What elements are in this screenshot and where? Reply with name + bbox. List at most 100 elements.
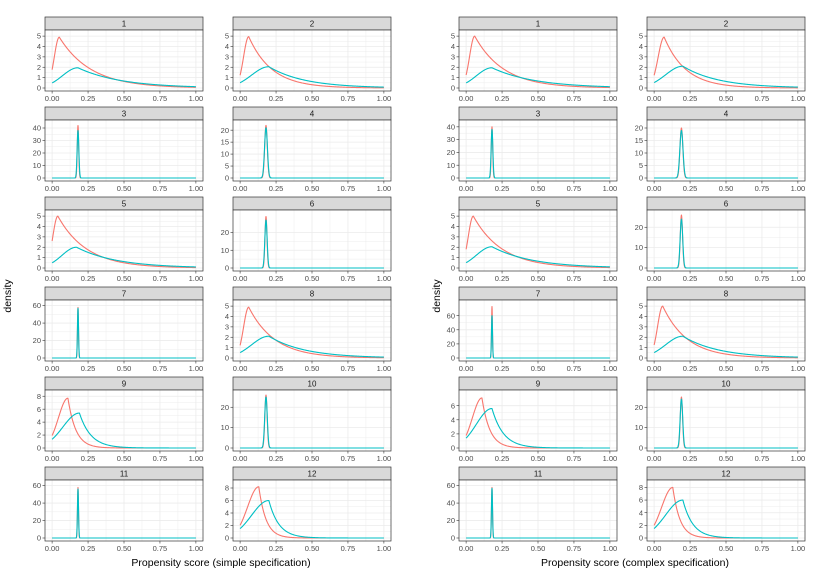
y-tick-label: 15 xyxy=(635,136,643,145)
y-tick-label: 0 xyxy=(225,174,229,183)
density-line-red xyxy=(239,306,384,359)
x-tick-label: 0.50 xyxy=(117,454,132,463)
x-tick-label: 0.25 xyxy=(81,184,96,193)
x-tick-label: 1.00 xyxy=(791,184,806,193)
x-tick-label: 0.25 xyxy=(683,454,698,463)
y-tick-label: 8 xyxy=(37,392,41,401)
x-axis-title-complex: Propensity score (complex specification) xyxy=(541,557,729,569)
y-tick-label: 60 xyxy=(447,481,455,490)
x-tick-label: 0.00 xyxy=(233,274,248,283)
y-tick-label: 2 xyxy=(225,333,229,342)
x-tick-label: 0.00 xyxy=(459,274,474,283)
y-tick-label: 0 xyxy=(37,84,41,93)
x-tick-label: 0.75 xyxy=(153,364,168,373)
y-tick-label: 0 xyxy=(225,444,229,453)
density-line-teal xyxy=(239,219,385,269)
x-tick-label: 0.75 xyxy=(153,454,168,463)
x-tick-label: 1.00 xyxy=(189,274,204,283)
y-tick-label: 0 xyxy=(639,534,643,543)
x-tick-label: 0.25 xyxy=(495,94,510,103)
x-tick-label: 1.00 xyxy=(603,184,618,193)
x-tick-label: 0.75 xyxy=(567,454,582,463)
density-line-teal xyxy=(51,67,196,88)
x-tick-label: 1.00 xyxy=(189,364,204,373)
y-tick-label: 6 xyxy=(225,496,229,505)
y-tick-label: 20 xyxy=(221,126,229,135)
y-tick-label: 4 xyxy=(639,42,643,51)
y-tick-label: 2 xyxy=(37,243,41,252)
y-tick-label: 0 xyxy=(451,264,455,273)
x-tick-label: 0.00 xyxy=(45,184,60,193)
facet-panel-10: 10 0 10 20 0.00 0.25 0.50 0.75 1.00 xyxy=(635,376,806,463)
density-line-teal xyxy=(239,499,384,539)
density-line-teal xyxy=(465,487,611,539)
x-tick-label: 1.00 xyxy=(377,184,392,193)
density-line-teal xyxy=(51,246,196,268)
y-tick-label: 10 xyxy=(635,423,643,432)
y-tick-label: 1 xyxy=(451,73,455,82)
x-tick-label: 0.00 xyxy=(647,544,662,553)
x-tick-label: 0.25 xyxy=(683,364,698,373)
x-tick-label: 0.25 xyxy=(495,454,510,463)
x-tick-label: 0.00 xyxy=(45,544,60,553)
y-tick-label: 0 xyxy=(451,534,455,543)
x-tick-label: 0.00 xyxy=(459,454,474,463)
y-tick-label: 5 xyxy=(225,32,229,41)
y-tick-label: 0 xyxy=(37,264,41,273)
x-tick-label: 0.25 xyxy=(495,184,510,193)
x-tick-label: 0.25 xyxy=(269,184,284,193)
y-tick-label: 5 xyxy=(37,32,41,41)
y-tick-label: 2 xyxy=(451,243,455,252)
x-tick-label: 1.00 xyxy=(603,94,618,103)
x-tick-label: 0.75 xyxy=(341,364,356,373)
facet-strip-label: 7 xyxy=(122,290,127,299)
y-tick-label: 6 xyxy=(37,405,41,414)
x-tick-label: 0.00 xyxy=(647,364,662,373)
x-tick-label: 1.00 xyxy=(791,454,806,463)
y-tick-label: 20 xyxy=(447,148,455,157)
x-tick-label: 0.50 xyxy=(531,364,546,373)
density-line-teal xyxy=(239,396,385,449)
facet-strip-label: 1 xyxy=(536,20,541,29)
x-tick-label: 0.25 xyxy=(683,274,698,283)
x-tick-label: 0.75 xyxy=(341,94,356,103)
y-tick-label: 3 xyxy=(225,322,229,331)
x-tick-label: 0.25 xyxy=(683,184,698,193)
y-tick-label: 1 xyxy=(37,253,41,262)
x-tick-label: 0.50 xyxy=(719,184,734,193)
x-tick-label: 0.25 xyxy=(81,274,96,283)
density-line-red xyxy=(653,305,798,359)
y-tick-label: 60 xyxy=(33,481,41,490)
x-tick-label: 0.75 xyxy=(567,94,582,103)
x-tick-label: 0.00 xyxy=(647,454,662,463)
density-line-teal xyxy=(51,488,197,539)
x-tick-label: 0.75 xyxy=(755,94,770,103)
y-tick-label: 2 xyxy=(225,63,229,72)
y-tick-label: 40 xyxy=(33,499,41,508)
y-tick-label: 60 xyxy=(33,301,41,310)
y-tick-label: 2 xyxy=(451,63,455,72)
x-tick-label: 0.25 xyxy=(495,544,510,553)
y-tick-label: 3 xyxy=(37,232,41,241)
facet-panel-7: 7 0 20 40 60 0.00 0.25 0.50 0.75 1.00 xyxy=(33,286,204,373)
density-line-teal xyxy=(653,218,799,269)
density-line-red xyxy=(239,36,384,89)
y-tick-label: 3 xyxy=(639,322,643,331)
y-tick-label: 5 xyxy=(639,302,643,311)
y-tick-label: 2 xyxy=(639,521,643,530)
y-tick-label: 20 xyxy=(447,339,455,348)
x-tick-label: 1.00 xyxy=(603,274,618,283)
x-tick-label: 0.00 xyxy=(45,364,60,373)
x-tick-label: 0.75 xyxy=(755,364,770,373)
y-tick-label: 20 xyxy=(635,403,643,412)
facet-panel-11: 11 0 20 40 60 0.00 0.25 0.50 0.75 1.00 xyxy=(33,466,204,553)
y-tick-label: 8 xyxy=(639,483,643,492)
y-tick-label: 4 xyxy=(639,312,643,321)
x-tick-label: 1.00 xyxy=(603,454,618,463)
facet-strip-label: 6 xyxy=(310,200,315,209)
facet-panel-12: 12 0 2 4 6 8 0.00 0.25 0.50 0.75 1.00 xyxy=(639,466,806,553)
x-tick-label: 0.25 xyxy=(683,94,698,103)
